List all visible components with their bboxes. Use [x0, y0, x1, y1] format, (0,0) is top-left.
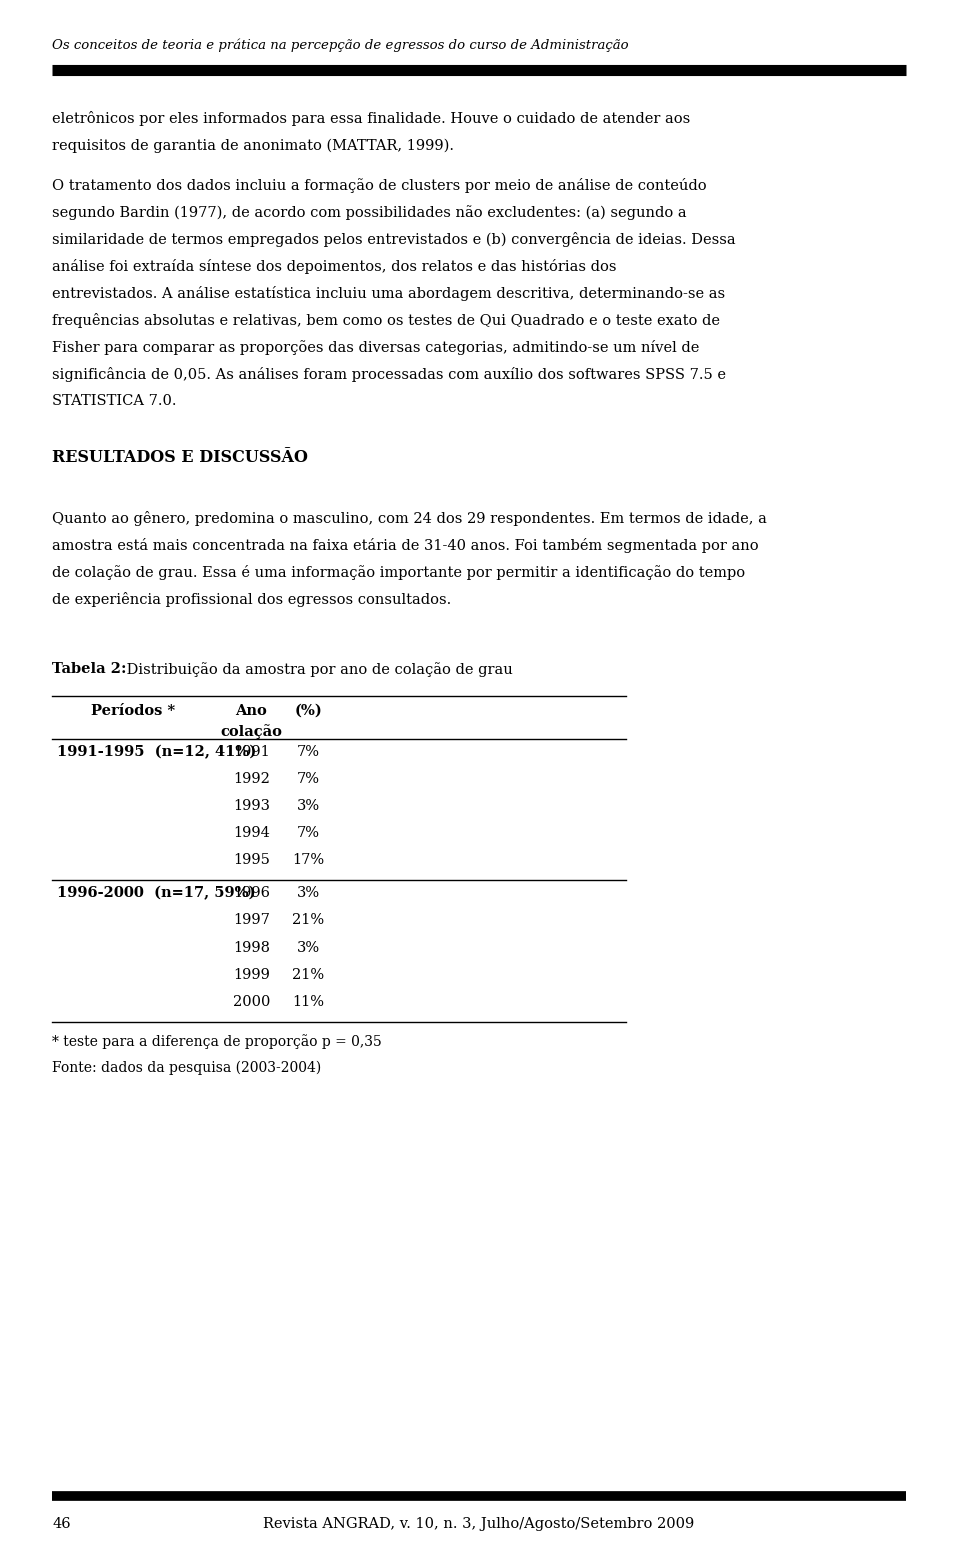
Text: 21%: 21% — [292, 913, 324, 927]
Text: 1993: 1993 — [232, 799, 270, 813]
Text: entrevistados. A análise estatística incluiu uma abordagem descritiva, determina: entrevistados. A análise estatística inc… — [52, 286, 725, 301]
Text: 1992: 1992 — [233, 772, 270, 786]
Text: RESULTADOS E DISCUSSÃO: RESULTADOS E DISCUSSÃO — [52, 448, 308, 467]
Text: significância de 0,05. As análises foram processadas com auxílio dos softwares S: significância de 0,05. As análises foram… — [52, 366, 726, 382]
Text: 2000: 2000 — [232, 995, 270, 1009]
Text: amostra está mais concentrada na faixa etária de 31-40 anos. Foi também segmenta: amostra está mais concentrada na faixa e… — [52, 538, 758, 553]
Text: requisitos de garantia de anonimato (MATTAR, 1999).: requisitos de garantia de anonimato (MAT… — [52, 139, 454, 153]
Text: 17%: 17% — [292, 853, 324, 867]
Text: 7%: 7% — [297, 745, 320, 759]
Text: STATISTICA 7.0.: STATISTICA 7.0. — [52, 394, 177, 408]
Text: Fisher para comparar as proporções das diversas categorias, admitindo-se um níve: Fisher para comparar as proporções das d… — [52, 340, 700, 355]
Text: 1996: 1996 — [232, 887, 270, 901]
Text: 7%: 7% — [297, 827, 320, 840]
Text: colação: colação — [221, 725, 282, 739]
Text: 3%: 3% — [297, 799, 320, 813]
Text: Revista ANGRAD, v. 10, n. 3, Julho/Agosto/Setembro 2009: Revista ANGRAD, v. 10, n. 3, Julho/Agost… — [263, 1517, 694, 1531]
Text: Fonte: dados da pesquisa (2003-2004): Fonte: dados da pesquisa (2003-2004) — [52, 1061, 322, 1075]
Text: 1996-2000  (n=17, 59%): 1996-2000 (n=17, 59%) — [57, 887, 255, 901]
Text: Distribuição da amostra por ano de colação de grau: Distribuição da amostra por ano de colaç… — [122, 661, 513, 677]
Text: 1999: 1999 — [233, 967, 270, 981]
Text: Períodos *: Períodos * — [90, 703, 175, 718]
Text: segundo Bardin (1977), de acordo com possibilidades não excludentes: (a) segundo: segundo Bardin (1977), de acordo com pos… — [52, 204, 686, 219]
Text: 1991: 1991 — [233, 745, 270, 759]
Text: * teste para a diferença de proporção p = 0,35: * teste para a diferença de proporção p … — [52, 1034, 382, 1049]
Text: 1994: 1994 — [233, 827, 270, 840]
Text: de experiência profissional dos egressos consultados.: de experiência profissional dos egressos… — [52, 592, 451, 607]
Text: Tabela 2:: Tabela 2: — [52, 661, 127, 677]
Text: de colação de grau. Essa é uma informação importante por permitir a identificaçã: de colação de grau. Essa é uma informaçã… — [52, 564, 745, 579]
Text: 3%: 3% — [297, 887, 320, 901]
Text: 11%: 11% — [292, 995, 324, 1009]
Text: 46: 46 — [52, 1517, 71, 1531]
Text: O tratamento dos dados incluiu a formação de clusters por meio de análise de con: O tratamento dos dados incluiu a formaçã… — [52, 178, 707, 193]
Text: (%): (%) — [295, 703, 322, 718]
Text: 7%: 7% — [297, 772, 320, 786]
Text: frequências absolutas e relativas, bem como os testes de Qui Quadrado e o teste : frequências absolutas e relativas, bem c… — [52, 312, 720, 328]
Text: similaridade de termos empregados pelos entrevistados e (b) convergência de idei: similaridade de termos empregados pelos … — [52, 232, 735, 247]
Text: 21%: 21% — [292, 967, 324, 981]
Text: Quanto ao gênero, predomina o masculino, com 24 dos 29 respondentes. Em termos d: Quanto ao gênero, predomina o masculino,… — [52, 510, 767, 525]
Text: 1995: 1995 — [233, 853, 270, 867]
Text: análise foi extraída síntese dos depoimentos, dos relatos e das histórias dos: análise foi extraída síntese dos depoime… — [52, 258, 616, 273]
Text: 1991-1995  (n=12, 41%): 1991-1995 (n=12, 41%) — [57, 745, 256, 759]
Text: eletrônicos por eles informados para essa finalidade. Houve o cuidado de atender: eletrônicos por eles informados para ess… — [52, 111, 690, 127]
Text: 1998: 1998 — [232, 941, 270, 955]
Text: Ano: Ano — [235, 703, 267, 718]
Text: Os conceitos de teoria e prática na percepção de egressos do curso de Administra: Os conceitos de teoria e prática na perc… — [52, 39, 629, 53]
Text: 1997: 1997 — [233, 913, 270, 927]
Text: 3%: 3% — [297, 941, 320, 955]
